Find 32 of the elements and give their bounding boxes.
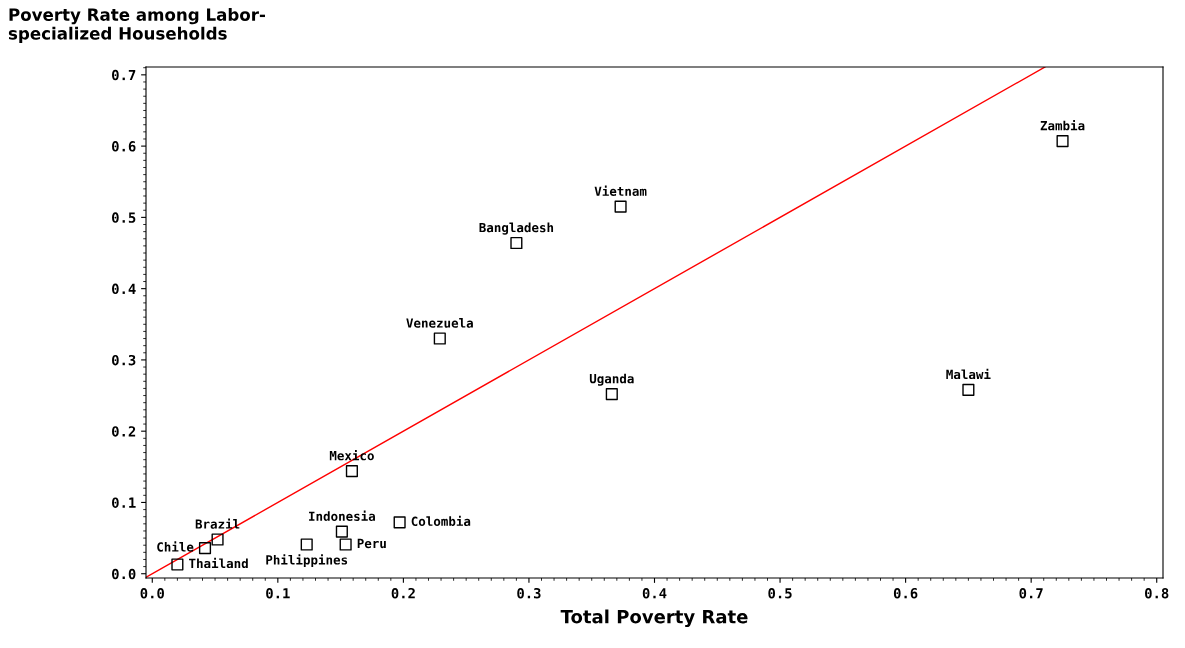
y-tick-label: 0.2	[112, 426, 136, 437]
x-tick-label: 0.8	[1145, 587, 1169, 599]
annotation: Venezuela	[406, 318, 473, 328]
x-tick-label: 0.5	[768, 587, 792, 599]
annotation: Bangladesh	[479, 222, 554, 235]
x-tick-label: 0.2	[391, 587, 415, 599]
annotation: Peru	[357, 538, 386, 549]
y-tick-label: 0.4	[112, 283, 136, 295]
annotation: Vietnam	[594, 185, 647, 196]
annotation: Indonesia	[309, 510, 375, 521]
y-tick-label: 0.1	[112, 497, 136, 508]
y-tick-label: 0.3	[112, 354, 136, 366]
y-tick-label: 0.7	[112, 69, 136, 81]
x-tick-label: 0.0	[140, 587, 164, 599]
annotation: Brazil	[195, 518, 240, 529]
x-axis-title: Total Poverty Rate	[560, 609, 748, 628]
y-axis-title: Poverty Rate among Labor- specialized Households	[8, 8, 265, 43]
x-tick-label: 0.3	[517, 587, 541, 599]
x-tick-label: 0.4	[642, 587, 667, 599]
y-tick-label: 0.6	[112, 141, 136, 152]
annotation: Uganda	[589, 373, 634, 386]
annotation: Philippines	[266, 554, 348, 567]
annotation: Zambia	[1040, 120, 1085, 131]
x-tick-label: 0.7	[1019, 587, 1043, 599]
x-tick-label: 0.6	[893, 587, 918, 599]
x-tick-label: 0.1	[266, 587, 290, 599]
y-tick-label: 0.0	[112, 568, 136, 580]
annotation: Colombia	[411, 515, 471, 527]
annotation: Thailand	[189, 557, 248, 569]
y-tick-label: 0.5	[112, 212, 136, 223]
annotation: Chile	[157, 541, 194, 552]
annotation: Malawi	[946, 368, 991, 380]
